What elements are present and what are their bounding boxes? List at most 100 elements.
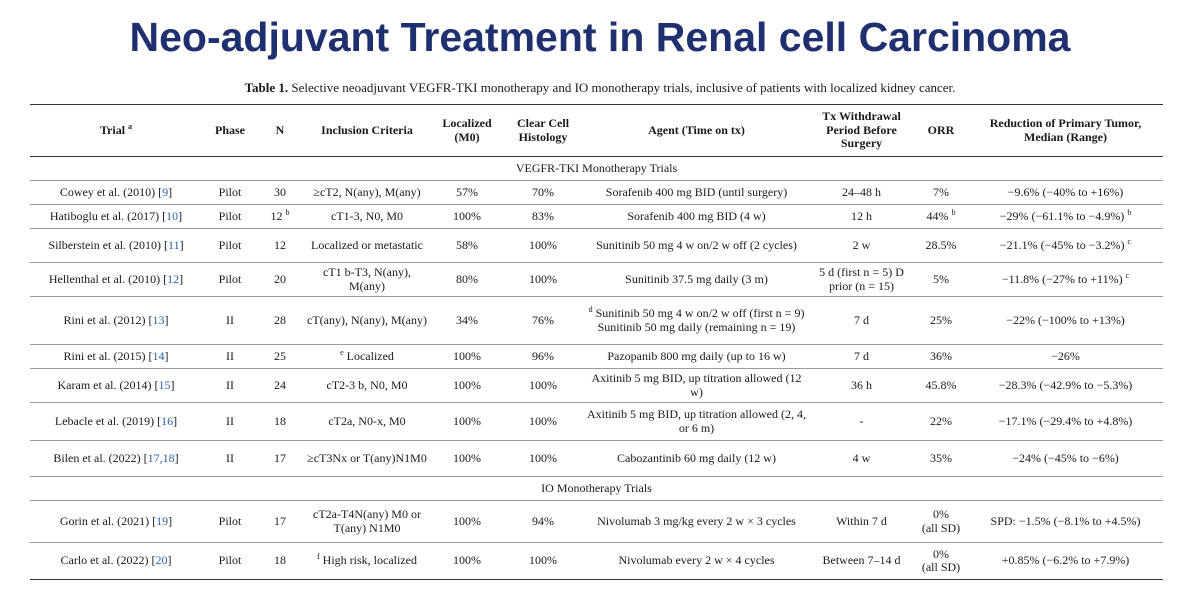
header-row: Trial a Phase N Inclusion Criteria Local…	[30, 104, 1163, 157]
trial-cell: Rini et al. (2012) [13]	[30, 296, 202, 345]
reference-link[interactable]: 19	[156, 513, 169, 528]
reduction-cell: −21.1% (−45% to −3.2%) c	[968, 228, 1163, 263]
header-phase: Phase	[202, 104, 258, 157]
reference-link[interactable]: 20	[155, 553, 168, 568]
table-row: Karam et al. (2014) [15] II 24 cT2-3 b, N0…	[30, 368, 1163, 403]
inclusion-cell: cT(any), N(any), M(any)	[302, 296, 432, 345]
agent-cell: Cabozantinib 60 mg daily (12 w)	[584, 440, 809, 477]
reference-link[interactable]: 14	[152, 348, 165, 363]
withdrawal-cell: 7 d	[809, 344, 914, 369]
n-cell: 18	[258, 542, 302, 580]
phase-cell: Pilot	[202, 262, 258, 297]
reference-link[interactable]: 13	[152, 312, 165, 327]
phase-cell: Pilot	[202, 542, 258, 580]
trial-name: Gorin et al. (2021) [	[59, 513, 157, 528]
reference-link[interactable]: 9	[162, 184, 169, 199]
footnote-mark: c	[1125, 270, 1130, 280]
localized-cell: 58%	[432, 228, 502, 263]
trial-cell: Hellenthal et al. (2010) [12]	[30, 262, 202, 297]
withdrawal-cell: Between 7–14 d	[809, 542, 914, 580]
trial-cell: Bilen et al. (2022) [17,18]	[30, 440, 202, 477]
reference-link[interactable]: 16	[161, 413, 174, 428]
clear-cell-cell: 100%	[502, 402, 584, 441]
clear-cell-cell: 100%	[502, 542, 584, 580]
agent-cell: Sunitinib 50 mg 4 w on/2 w off (2 cycles…	[584, 228, 809, 263]
reduction-cell: SPD: −1.5% (−8.1% to +4.5%)	[968, 500, 1163, 543]
footnote-mark: f	[317, 552, 320, 562]
trial-name: Karam et al. (2014) [	[57, 377, 159, 392]
section-heading: VEGFR-TKI Monotherapy Trials	[30, 156, 1163, 181]
localized-cell: 100%	[432, 402, 502, 441]
n-cell: 12 b	[258, 204, 302, 229]
reduction-cell: −11.8% (−27% to +11%) c	[968, 262, 1163, 297]
localized-cell: 100%	[432, 368, 502, 403]
agent-cell: Sorafenib 400 mg BID (4 w)	[584, 204, 809, 229]
agent-cell: Pazopanib 800 mg daily (up to 16 w)	[584, 344, 809, 369]
n-cell: 20	[258, 262, 302, 297]
localized-cell: 34%	[432, 296, 502, 345]
withdrawal-cell: 2 w	[809, 228, 914, 263]
slide-title: Neo-adjuvant Treatment in Renal cell Car…	[129, 14, 1071, 60]
localized-cell: 57%	[432, 180, 502, 205]
caption-text: Selective neoadjuvant VEGFR-TKI monother…	[291, 80, 956, 95]
footnote-mark: b	[1127, 207, 1132, 217]
table-row: Silberstein et al. (2010) [11] Pilot 12 Lo…	[30, 228, 1163, 263]
agent-cell: Sorafenib 400 mg BID (until surgery)	[584, 180, 809, 205]
header-inclusion: Inclusion Criteria	[302, 104, 432, 157]
trial-name: Rini et al. (2012) [	[63, 312, 153, 327]
phase-cell: II	[202, 344, 258, 369]
phase-cell: Pilot	[202, 180, 258, 205]
n-cell: 24	[258, 368, 302, 403]
header-reduction: Reduction of Primary Tumor, Median (Rang…	[968, 104, 1163, 157]
reference-link[interactable]: 15	[158, 377, 171, 392]
header-agent: Agent (Time on tx)	[584, 104, 809, 157]
agent-cell: Axitinib 5 mg BID, up titration allowed …	[584, 368, 809, 403]
n-cell: 17	[258, 440, 302, 477]
phase-cell: II	[202, 296, 258, 345]
header-trial: Trial a	[30, 104, 202, 157]
agent-cell: d Sunitinib 50 mg 4 w on/2 w off (first …	[584, 296, 809, 345]
caption-label: Table 1.	[244, 80, 289, 95]
reference-link[interactable]: 17,18	[147, 450, 175, 465]
reference-link[interactable]: 10	[166, 208, 179, 223]
trial-cell: Carlo et al. (2022) [20]	[30, 542, 202, 580]
inclusion-cell: cT2a-T4N(any) M0 or T(any) N1M0	[302, 500, 432, 543]
n-cell: 12	[258, 228, 302, 263]
clear-cell-cell: 100%	[502, 228, 584, 263]
table-row: Gorin et al. (2021) [19] Pilot 17 cT2a-T4N…	[30, 500, 1163, 543]
reference-link[interactable]: 11	[168, 237, 180, 252]
orr-cell: 44% b	[914, 204, 968, 229]
trial-cell: Gorin et al. (2021) [19]	[30, 500, 202, 543]
localized-cell: 100%	[432, 500, 502, 543]
localized-cell: 80%	[432, 262, 502, 297]
table-row: Bilen et al. (2022) [17,18] II 17 ≥cT3Nx o…	[30, 440, 1163, 477]
inclusion-cell: f High risk, localized	[302, 542, 432, 580]
inclusion-cell: cT2a, N0-x, M0	[302, 402, 432, 441]
table-row: Lebacle et al. (2019) [16] II 18 cT2a, N0-…	[30, 402, 1163, 441]
trial-name: Silberstein et al. (2010) [	[48, 237, 169, 252]
withdrawal-cell: 7 d	[809, 296, 914, 345]
localized-cell: 100%	[432, 440, 502, 477]
orr-cell: 0% (all SD)	[914, 500, 968, 543]
clear-cell-cell: 83%	[502, 204, 584, 229]
header-n: N	[258, 104, 302, 157]
footnote-mark: e	[340, 347, 344, 357]
withdrawal-cell: 5 d (first n = 5) D prior (n = 15)	[809, 262, 914, 297]
agent-cell: Sunitinib 37.5 mg daily (3 m)	[584, 262, 809, 297]
withdrawal-cell: -	[809, 402, 914, 441]
orr-cell: 22%	[914, 402, 968, 441]
clear-cell-cell: 100%	[502, 440, 584, 477]
table-caption: Table 1. Selective neoadjuvant VEGFR-TKI…	[0, 80, 1200, 96]
reference-link[interactable]: 12	[167, 271, 180, 286]
localized-cell: 100%	[432, 344, 502, 369]
table-row: Rini et al. (2012) [13] II 28 cT(any), N(a…	[30, 296, 1163, 345]
reduction-cell: −22% (−100% to +13%)	[968, 296, 1163, 345]
clear-cell-cell: 96%	[502, 344, 584, 369]
trial-cell: Cowey et al. (2010) [9]	[30, 180, 202, 205]
clear-cell-cell: 94%	[502, 500, 584, 543]
orr-cell: 45.8%	[914, 368, 968, 403]
reduction-cell: −26%	[968, 344, 1163, 369]
phase-cell: Pilot	[202, 228, 258, 263]
section-row: IO Monotherapy Trials	[30, 476, 1163, 501]
reduction-cell: −28.3% (−42.9% to −5.3%)	[968, 368, 1163, 403]
